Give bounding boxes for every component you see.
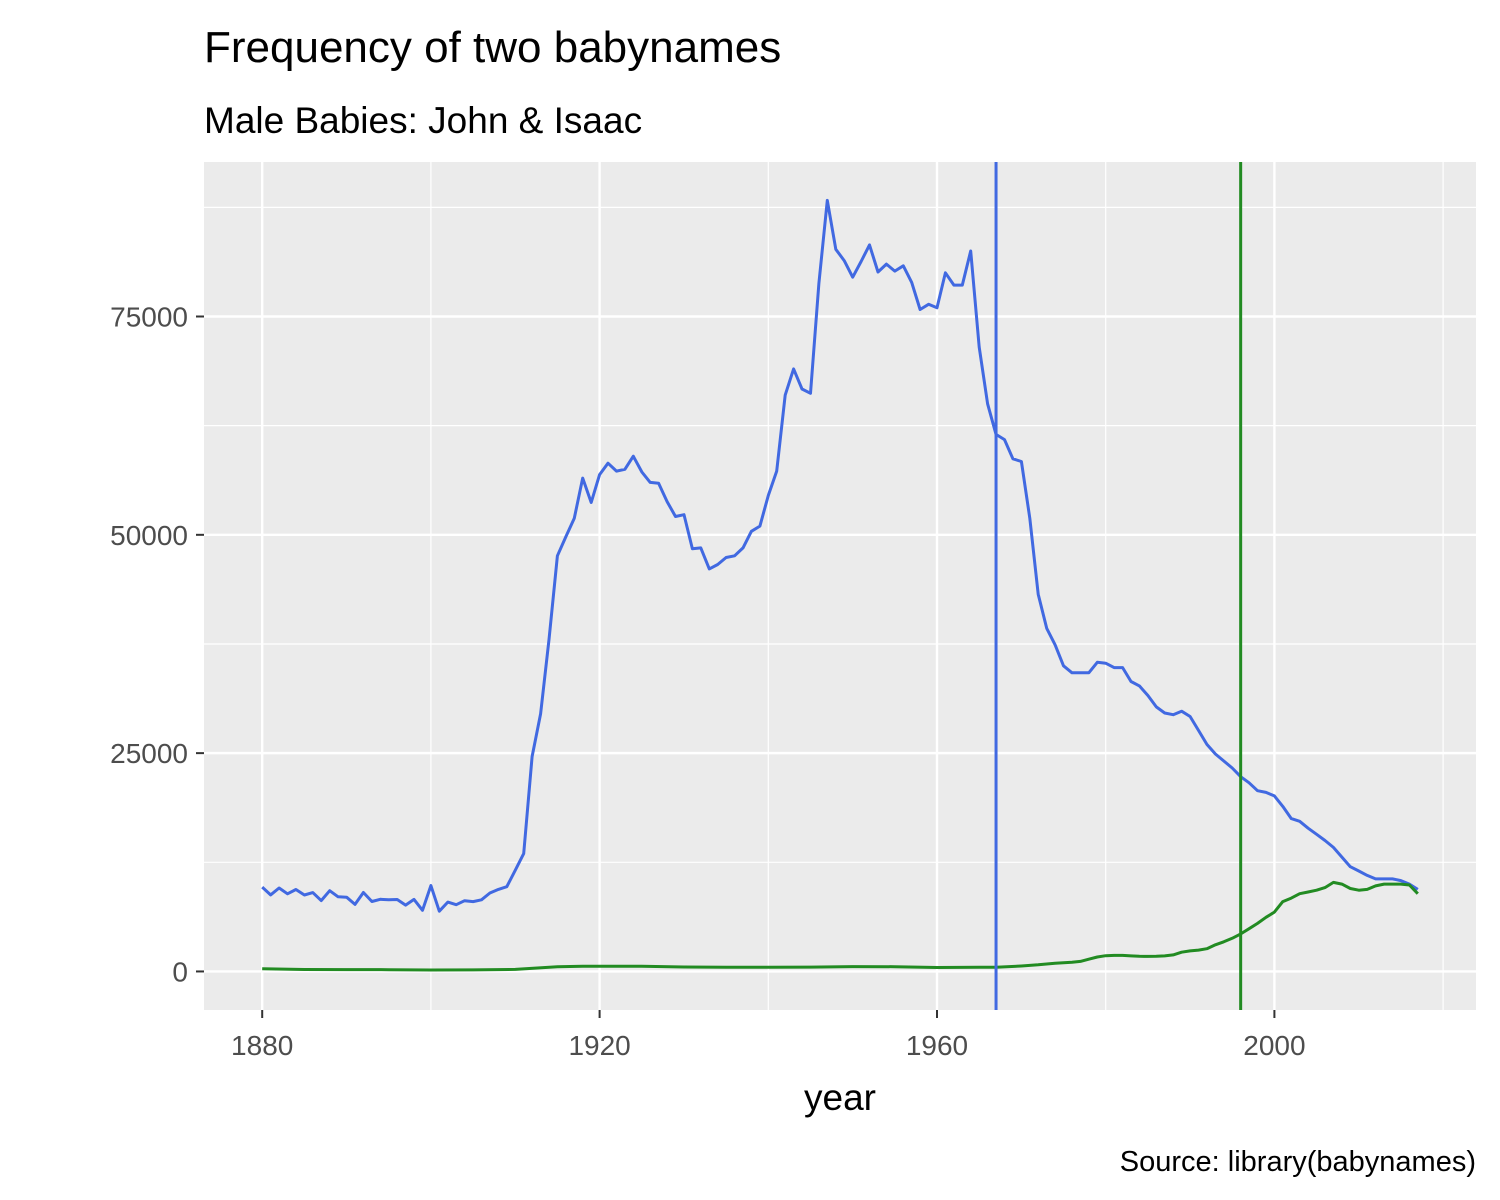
y-tick-label: 50000 bbox=[110, 520, 188, 551]
y-tick-label: 75000 bbox=[110, 301, 188, 332]
series-line-1 bbox=[261, 198, 1419, 913]
y-tick-label: 0 bbox=[172, 956, 188, 987]
minor-gridlines bbox=[204, 162, 1476, 1010]
chart-title: Frequency of two babynames bbox=[204, 23, 781, 72]
series-line-2 bbox=[262, 880, 1419, 972]
reference-lines bbox=[994, 162, 1243, 1010]
x-tick-label: 1920 bbox=[568, 1030, 630, 1061]
x-axis-title: year bbox=[804, 1077, 876, 1118]
chart-subtitle: Male Babies: John & Isaac bbox=[204, 100, 642, 141]
x-tick-label: 2000 bbox=[1243, 1030, 1305, 1061]
x-tick-label: 1880 bbox=[231, 1030, 293, 1061]
axes: 1880 1920 1960 2000 0 25000 50000 75000 bbox=[110, 301, 1305, 1061]
plot-panel bbox=[204, 162, 1476, 1010]
x-tick-label: 1960 bbox=[906, 1030, 968, 1061]
y-tick-label: 25000 bbox=[110, 738, 188, 769]
series-lines bbox=[261, 198, 1419, 972]
chart-caption: Source: library(babynames) bbox=[1120, 1146, 1476, 1178]
